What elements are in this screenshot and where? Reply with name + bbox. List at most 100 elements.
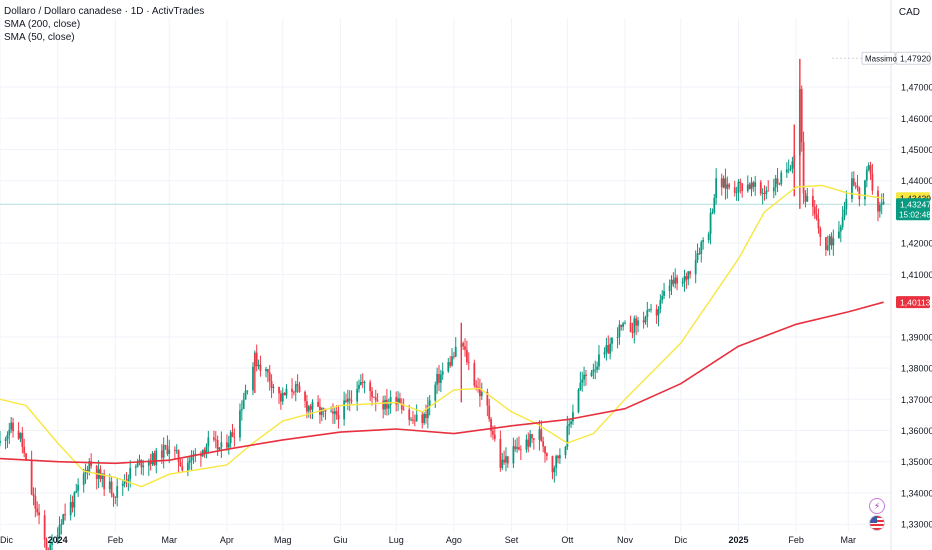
candle-body[interactable]: [741, 183, 744, 192]
candle-body[interactable]: [542, 441, 545, 447]
candle-body[interactable]: [34, 495, 37, 509]
candle-body[interactable]: [88, 461, 91, 473]
candle-body[interactable]: [635, 318, 638, 326]
candle-body[interactable]: [661, 295, 664, 301]
candle-body[interactable]: [694, 260, 697, 275]
candle-body[interactable]: [272, 386, 275, 388]
candle-body[interactable]: [519, 449, 522, 451]
candle-body[interactable]: [791, 161, 794, 169]
candle-body[interactable]: [566, 425, 569, 447]
candle-body[interactable]: [720, 178, 723, 188]
candle-body[interactable]: [283, 392, 286, 396]
candle-body[interactable]: [499, 438, 502, 468]
candle-body[interactable]: [852, 178, 855, 186]
candle-body[interactable]: [670, 279, 673, 286]
candle-body[interactable]: [452, 356, 455, 358]
candle-body[interactable]: [45, 539, 48, 550]
candle-body[interactable]: [687, 271, 690, 280]
candle-body[interactable]: [153, 453, 156, 466]
candle-body[interactable]: [214, 439, 217, 441]
candle-body[interactable]: [869, 165, 872, 174]
candle-body[interactable]: [564, 446, 567, 456]
candle-body[interactable]: [415, 414, 418, 421]
candle-body[interactable]: [698, 253, 701, 255]
candle-body[interactable]: [164, 445, 167, 446]
candle-body[interactable]: [123, 481, 126, 484]
candle-body[interactable]: [43, 515, 46, 540]
candle-body[interactable]: [748, 184, 751, 190]
candle-body[interactable]: [826, 245, 829, 250]
candle-body[interactable]: [317, 401, 319, 407]
candle-body[interactable]: [581, 379, 584, 383]
candle-body[interactable]: [285, 388, 288, 396]
candle-body[interactable]: [75, 490, 78, 493]
candle-body[interactable]: [486, 391, 489, 406]
candle-body[interactable]: [255, 352, 258, 367]
candle-body[interactable]: [512, 446, 515, 464]
candle-body[interactable]: [322, 408, 325, 410]
candle-body[interactable]: [177, 450, 180, 463]
candle-body[interactable]: [311, 401, 314, 410]
candle-body[interactable]: [257, 364, 260, 367]
candle-body[interactable]: [114, 496, 117, 498]
candle-body[interactable]: [765, 190, 768, 194]
candle-body[interactable]: [603, 352, 606, 355]
candle-body[interactable]: [817, 218, 820, 229]
candle-body[interactable]: [425, 413, 427, 419]
candle-body[interactable]: [596, 366, 599, 370]
candle-body[interactable]: [676, 277, 678, 284]
candle-body[interactable]: [12, 422, 14, 432]
candle-body[interactable]: [201, 449, 204, 457]
candle-body[interactable]: [659, 300, 662, 310]
candle-body[interactable]: [739, 181, 742, 184]
candle-body[interactable]: [479, 387, 481, 397]
candle-body[interactable]: [376, 400, 379, 402]
candle-body[interactable]: [64, 514, 67, 516]
candle-body[interactable]: [735, 192, 738, 193]
candle-body[interactable]: [480, 391, 483, 397]
candle-body[interactable]: [583, 374, 585, 380]
candle-body[interactable]: [348, 398, 351, 401]
candle-body[interactable]: [650, 308, 652, 310]
candle-body[interactable]: [36, 508, 39, 513]
candle-body[interactable]: [462, 343, 465, 347]
candle-body[interactable]: [568, 424, 571, 426]
candle-body[interactable]: [103, 473, 106, 490]
candle-body[interactable]: [77, 484, 80, 491]
candle-body[interactable]: [343, 400, 346, 420]
candle-body[interactable]: [592, 369, 595, 373]
candle-body[interactable]: [86, 469, 89, 473]
candle-body[interactable]: [449, 362, 452, 366]
candle-body[interactable]: [95, 465, 98, 479]
candle-body[interactable]: [681, 281, 684, 284]
candle-body[interactable]: [244, 390, 247, 400]
candle-body[interactable]: [278, 386, 280, 394]
candle-body[interactable]: [490, 419, 492, 431]
candle-body[interactable]: [877, 190, 879, 212]
candle-body[interactable]: [464, 346, 466, 350]
candle-body[interactable]: [689, 271, 692, 275]
candle-body[interactable]: [213, 437, 215, 440]
candle-body[interactable]: [447, 362, 450, 372]
candle-body[interactable]: [724, 178, 727, 189]
candle-body[interactable]: [426, 406, 429, 419]
candle-body[interactable]: [410, 419, 412, 421]
candle-body[interactable]: [813, 206, 816, 215]
candle-body[interactable]: [633, 318, 636, 333]
candle-body[interactable]: [307, 406, 310, 412]
candle-body[interactable]: [707, 233, 710, 241]
candle-body[interactable]: [168, 449, 171, 455]
candle-body[interactable]: [361, 381, 364, 384]
candle-body[interactable]: [389, 396, 392, 405]
candle-body[interactable]: [337, 415, 340, 420]
candle-body[interactable]: [851, 178, 853, 199]
candle-body[interactable]: [785, 169, 788, 173]
candle-body[interactable]: [488, 405, 491, 420]
candle-body[interactable]: [265, 368, 267, 371]
candle-body[interactable]: [400, 403, 403, 410]
candle-body[interactable]: [622, 323, 625, 327]
candle-body[interactable]: [882, 201, 885, 204]
candle-body[interactable]: [121, 483, 124, 487]
candle-body[interactable]: [854, 185, 857, 187]
